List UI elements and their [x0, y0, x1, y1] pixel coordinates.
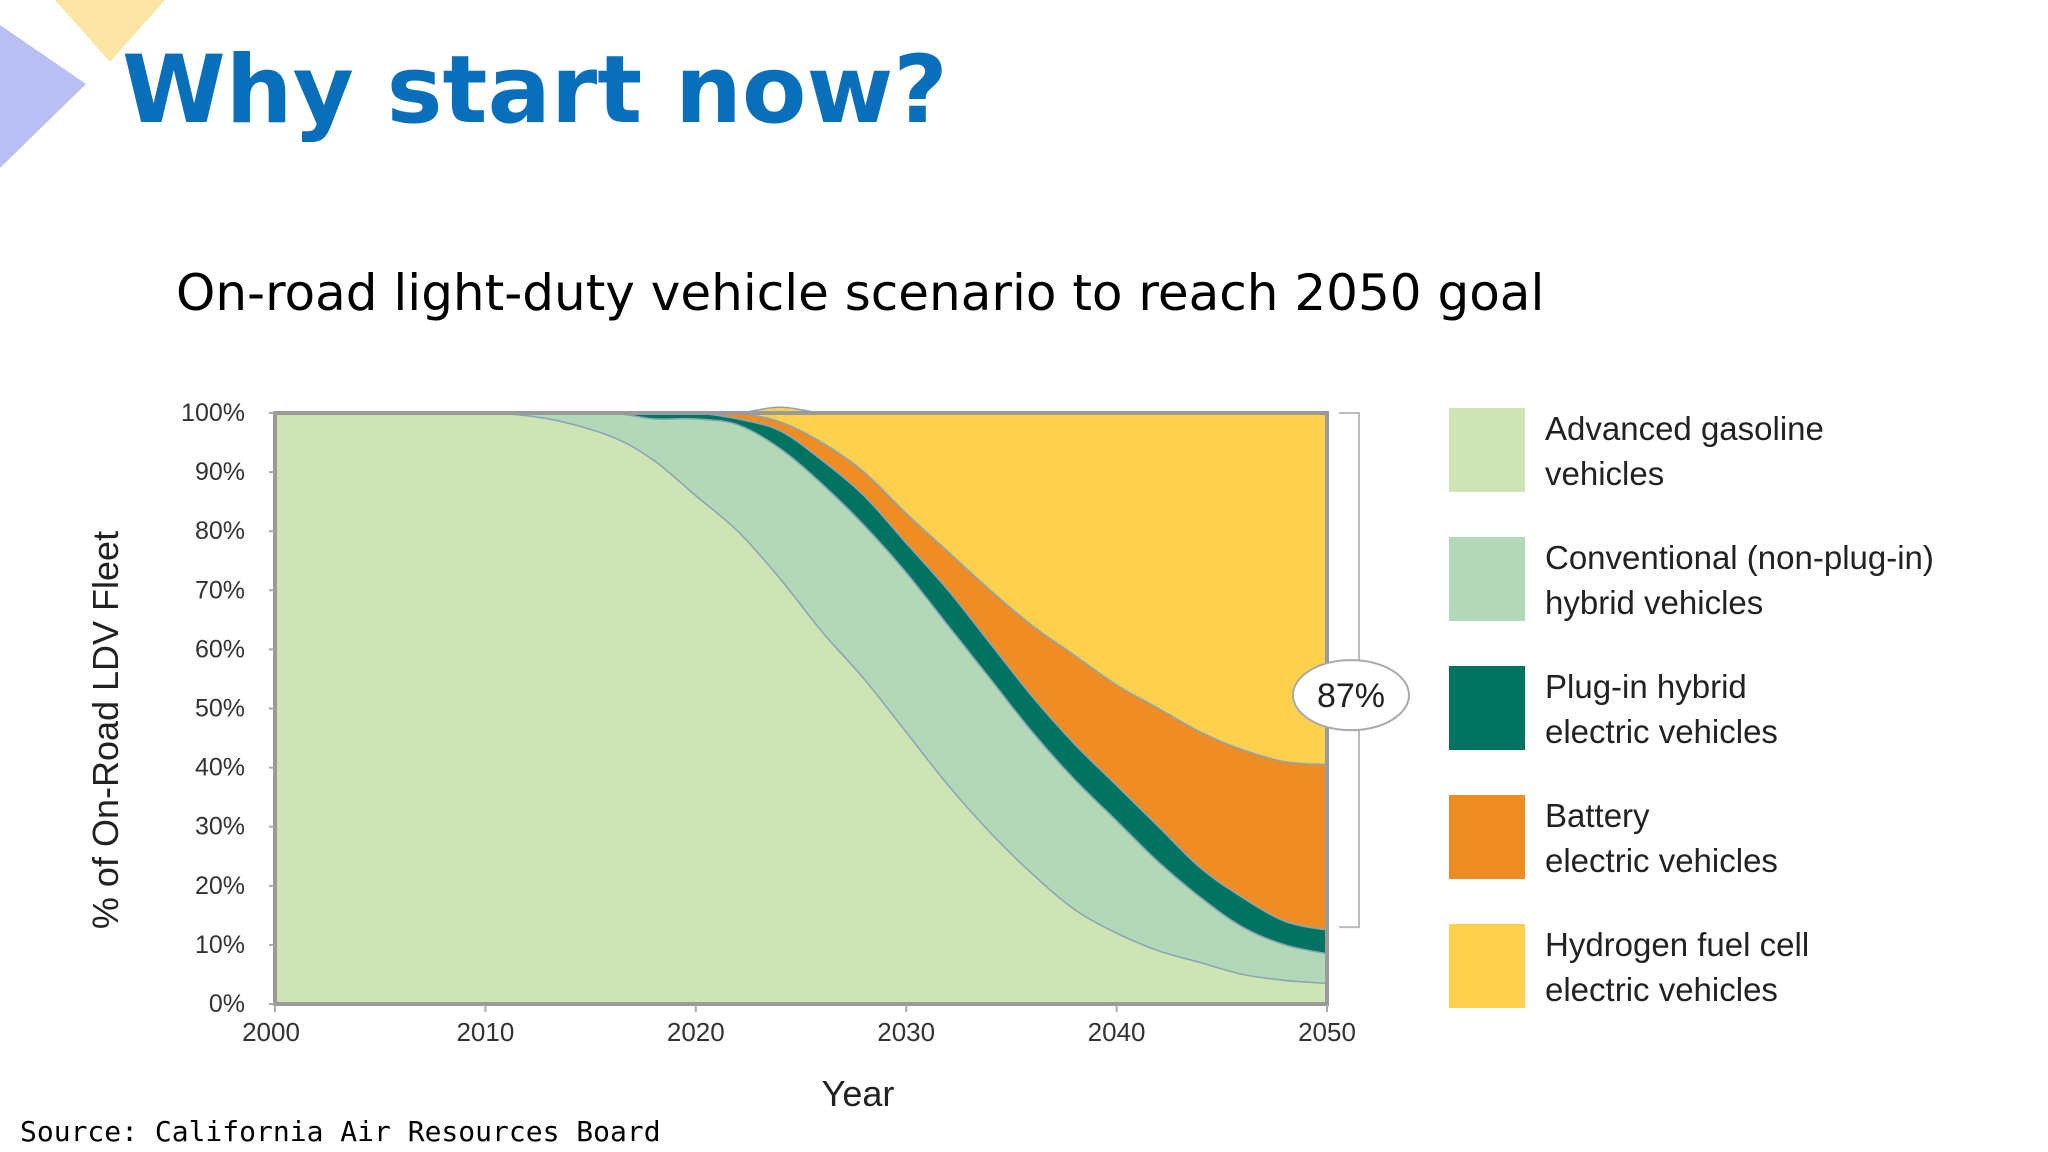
y-tick-label: 0%	[209, 990, 245, 1018]
x-tick-label: 2040	[1088, 1017, 1146, 1047]
legend-label-5: electric vehicles	[1545, 971, 1778, 1008]
legend-label-4: electric vehicles	[1545, 842, 1778, 879]
legend-label-2: hybrid vehicles	[1545, 584, 1763, 621]
y-axis-label: % of On-Road LDV Fleet	[85, 531, 126, 929]
legend-swatch-5	[1449, 924, 1525, 1008]
x-tick-label: 2030	[877, 1017, 935, 1047]
source-note: Source: California Air Resources Board	[20, 1115, 661, 1148]
x-tick-label: 2000	[242, 1017, 300, 1047]
legend-label-5: Hydrogen fuel cell	[1545, 926, 1809, 963]
y-tick-label: 80%	[195, 517, 245, 545]
chart-areas	[274, 406, 1328, 1005]
legend-swatch-3	[1449, 666, 1525, 750]
y-tick-label: 100%	[181, 399, 245, 427]
chart: 0%10%20%30%40%50%60%70%80%90%100% 2000 20…	[85, 399, 1934, 1114]
y-tick-label: 10%	[195, 931, 245, 959]
legend-label-3: electric vehicles	[1545, 713, 1778, 750]
x-axis-label: Year	[822, 1073, 895, 1114]
y-tick-label: 90%	[195, 458, 245, 486]
slide-corner-decoration	[0, 0, 165, 168]
annotation-bubble	[1292, 659, 1410, 732]
annotation-87: 87%	[1292, 412, 1410, 929]
legend-label-3: Plug-in hybrid	[1545, 668, 1747, 705]
slide-title: Why start now?	[122, 36, 948, 145]
legend-swatch-4	[1449, 795, 1525, 879]
x-tick-label: 2020	[667, 1017, 725, 1047]
y-tick-label: 50%	[195, 695, 245, 723]
legend: Advanced gasoline vehicles Conventional (n…	[1449, 408, 1934, 1008]
legend-label-2: Conventional (non-plug-in)	[1545, 539, 1934, 576]
y-tick-label: 70%	[195, 576, 245, 604]
x-axis: 2000 2010 2020 2030 2040 2050	[242, 1005, 1356, 1047]
x-tick-label: 2010	[456, 1017, 514, 1047]
legend-swatch-1	[1449, 408, 1525, 492]
legend-label-1: vehicles	[1545, 455, 1664, 492]
y-tick-label: 60%	[195, 635, 245, 663]
y-tick-label: 40%	[195, 754, 245, 782]
y-tick-label: 30%	[195, 813, 245, 841]
x-tick-label: 2050	[1298, 1017, 1356, 1047]
legend-label-4: Battery	[1545, 797, 1650, 834]
legend-label-1: Advanced gasoline	[1545, 410, 1824, 447]
y-tick-label: 20%	[195, 872, 245, 900]
legend-swatch-2	[1449, 537, 1525, 621]
annotation-label: 87%	[1317, 677, 1385, 715]
y-axis: 0% 10% 20% 30% 40% 50% 60% 70% 80% 90% 100%	[181, 399, 274, 1018]
chart-subtitle: On-road light-duty vehicle scenario to r…	[176, 264, 1545, 322]
